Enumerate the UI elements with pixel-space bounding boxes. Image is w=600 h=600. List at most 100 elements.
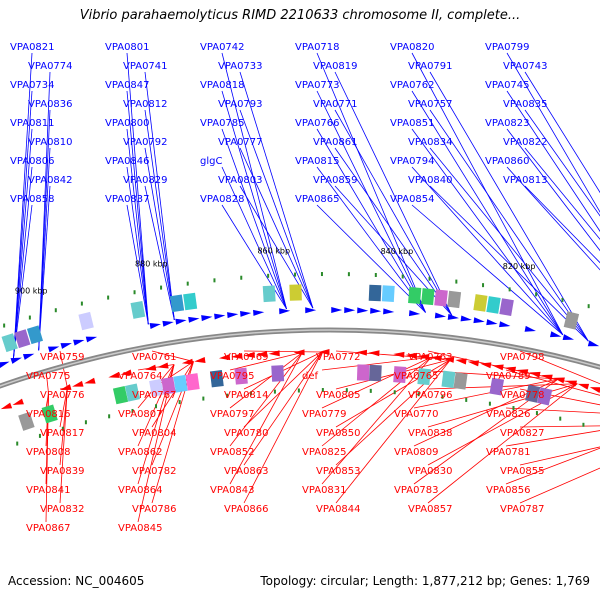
gene-label-top: VPA0741 [123,61,168,72]
forward-gene-arrow [188,316,200,323]
leader-line-bottom [321,356,432,447]
leader-line-top [13,90,33,359]
gene-label-bottom: VPA0789 [486,371,531,382]
feature-mark [226,393,229,398]
feature-mark [202,396,205,401]
feature-mark [347,272,350,277]
gene-label-bottom: VPA0830 [408,466,453,477]
gene-category-box [393,366,407,383]
leader-line-bottom [229,352,303,409]
forward-gene-arrow [460,315,472,322]
gene-label-top: VPA0742 [200,42,245,53]
gene-label-top: VPA0803 [218,175,263,186]
gene-label-top: VPA0774 [28,61,73,72]
forward-gene-arrow [214,313,226,320]
leader-line-bottom [59,387,68,428]
gene-label-bottom: VPA0850 [316,428,361,439]
gene-label-top: VPA0785 [200,118,245,129]
reverse-gene-arrow [405,352,417,359]
gene-label-top: VPA0777 [218,137,263,148]
forward-gene-arrow [524,325,536,332]
leader-line-bottom [229,352,303,371]
gene-labels: VPA0821 VPA0801 VPA0742 VPA0718 VPA0820 VPA07… [10,42,548,534]
gene-label-bottom: VPA0839 [40,466,85,477]
feature-mark [559,416,562,421]
gene-category-box [453,372,468,390]
forward-gene-arrow [149,323,161,329]
gene-category-box [486,296,501,314]
leader-line-top [38,185,51,351]
gene-label-bottom: VPA0769 [224,352,269,363]
leader-line-bottom [519,425,600,428]
gene-category-box [447,290,462,309]
leader-line-bottom [335,359,451,428]
gene-label-bottom: VPA0808 [26,447,71,458]
leader-line-top [429,185,589,342]
leader-line-top [524,185,600,264]
forward-gene-arrow [22,353,35,360]
leader-line-top [221,204,287,310]
gene-label-top: VPA0718 [295,42,340,53]
leader-line-top [316,90,426,313]
gene-category-box [169,294,185,313]
leader-line-bottom [321,356,432,409]
gene-label-top: VPA0861 [313,137,358,148]
forward-gene-arrow [227,312,239,319]
reverse-gene-arrow [293,349,305,356]
forward-gene-arrow [0,361,10,368]
gene-label-bottom: VPA0867 [26,523,71,534]
feature-mark [54,308,57,313]
feature-mark [465,397,468,402]
leader-line-top [144,71,175,320]
leader-line-top [506,128,600,252]
gene-label-top: VPA0743 [503,61,548,72]
leader-line-bottom [505,407,600,414]
forward-gene-arrow [587,340,600,347]
gene-label-bottom: VPA0798 [500,352,545,363]
forward-gene-arrow [162,320,174,327]
reverse-gene-arrow [368,350,380,357]
feature-mark [273,389,276,394]
forward-gene-arrow [383,308,395,315]
gene-label-top: VPA0773 [295,80,340,91]
leader-line-bottom [229,352,303,485]
gene-category-box [368,284,382,302]
reverse-gene-arrow [12,398,24,405]
gene-label-bottom: VPA0841 [26,485,71,496]
leader-line-bottom [519,446,600,466]
leader-line-bottom [505,369,600,396]
leader-line-bottom [59,387,68,466]
gene-category-box [26,325,44,345]
leader-line-top [126,90,149,325]
backbone-highlight [0,329,600,387]
gene-label-top: VPA0815 [295,156,340,167]
gene-label-bottom: VPA0772 [316,352,361,363]
forward-gene-arrow [473,317,485,324]
gene-label-top: VPA0800 [105,118,150,129]
forward-gene-arrow [331,306,343,313]
reverse-gene-arrow [430,355,442,362]
reverse-gene-arrow [553,377,565,384]
gene-label-top: VPA0813 [503,175,548,186]
gene-label-bottom: VPA0864 [118,485,163,496]
gene-label-top: VPA0834 [408,137,453,148]
gene-label-top: VPA0835 [503,99,548,110]
reverse-gene-arrow [467,360,480,367]
gene-label-bottom: VPA0781 [486,447,531,458]
feature-mark [108,414,111,419]
reverse-gene-arrow [72,380,84,387]
reverse-gene-arrow [120,369,132,376]
leader-line-top [506,166,600,271]
gene-label-top: VPA0859 [313,175,358,186]
forward-gene-arrow [434,312,447,319]
gene-label-bottom: VPA0843 [210,485,255,496]
gene-category-box [1,333,18,353]
chromosome-backbone [0,327,600,389]
gene-label-bottom: VPA0857 [408,504,453,515]
gene-label-top: VPA0837 [105,194,150,205]
gene-label-bottom: VPA0779 [302,409,347,420]
forward-gene-arrow [85,336,98,343]
leader-line-top [126,166,149,325]
reverse-gene-arrow [565,380,578,387]
feature-mark [401,274,404,279]
